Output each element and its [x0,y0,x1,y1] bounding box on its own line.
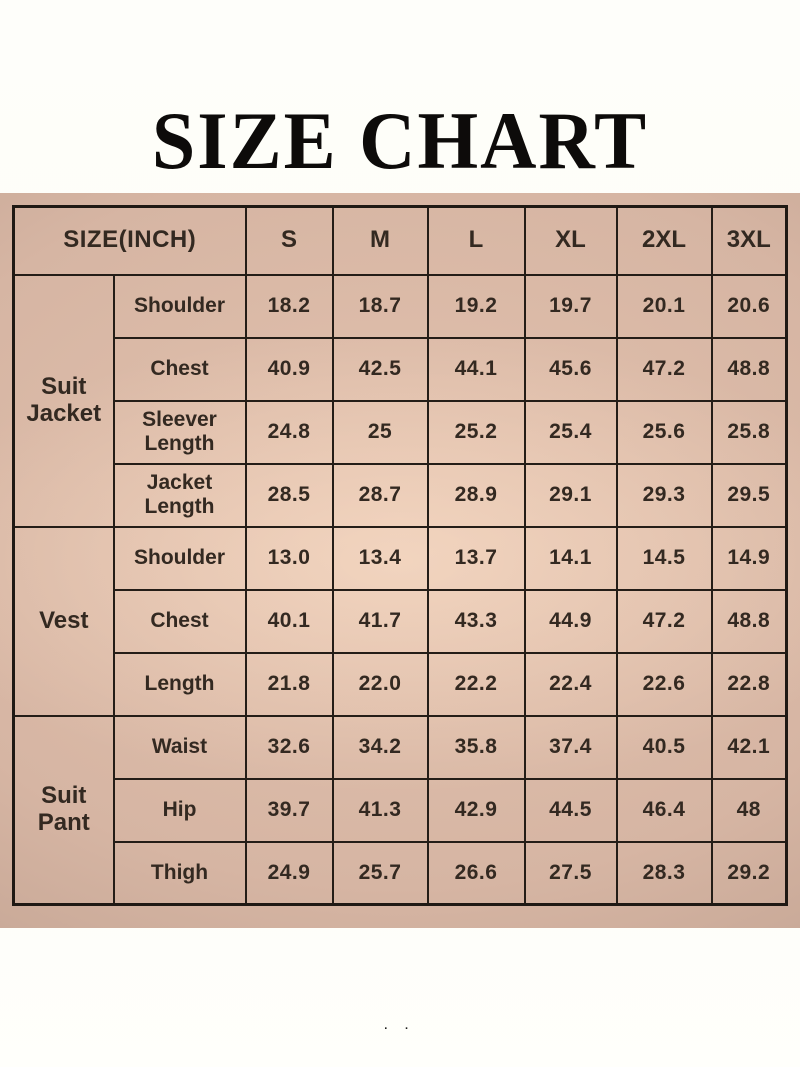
size-col-header-s: S [244,205,334,276]
value-suit-jacket-sleever-length-xl: 25.4 [523,399,618,465]
size-header-row: SIZE(INCH) S M L XL 2XL 3XL [12,205,788,276]
value-suit-jacket-shoulder-3xl: 20.6 [710,273,788,339]
measurement-label-length: Length [112,651,247,717]
value-suit-pant-hip-l: 42.9 [426,777,526,843]
value-suit-pant-thigh-s: 24.9 [244,840,334,906]
value-suit-jacket-sleever-length-2xl: 25.6 [615,399,713,465]
size-col-header-l: L [426,205,526,276]
value-suit-jacket-chest-3xl: 48.8 [710,336,788,402]
size-col-header-2xl: 2XL [615,205,713,276]
group-cell-suit-pant: Suit Pant [12,714,115,906]
value-suit-jacket-chest-xl: 45.6 [523,336,618,402]
value-vest-shoulder-l: 13.7 [426,525,526,591]
table-body: Suit Jacket Shoulder 18.2 18.7 19.2 19.7 20.1 2… [12,273,788,906]
value-suit-jacket-jacket-length-xl: 29.1 [523,462,618,528]
value-suit-pant-waist-l: 35.8 [426,714,526,780]
value-vest-length-2xl: 22.6 [615,651,713,717]
value-suit-jacket-shoulder-2xl: 20.1 [615,273,713,339]
value-suit-pant-thigh-l: 26.6 [426,840,526,906]
value-vest-chest-3xl: 48.8 [710,588,788,654]
measurement-label-chest: Chest [112,588,247,654]
table-row-suit-pant-thigh: Thigh 24.9 25.7 26.6 27.5 28.3 29.2 [14,840,788,906]
value-suit-pant-hip-xl: 44.5 [523,777,618,843]
measurement-label-thigh: Thigh [112,840,247,906]
value-vest-chest-s: 40.1 [244,588,334,654]
value-vest-shoulder-3xl: 14.9 [710,525,788,591]
value-suit-pant-waist-s: 32.6 [244,714,334,780]
value-suit-jacket-shoulder-s: 18.2 [244,273,334,339]
unit-header-cell: SIZE(INCH) [12,205,247,276]
value-vest-shoulder-xl: 14.1 [523,525,618,591]
value-suit-jacket-sleever-length-3xl: 25.8 [710,399,788,465]
measurement-label-shoulder: Shoulder [112,525,247,591]
value-suit-jacket-chest-s: 40.9 [244,336,334,402]
table-row-suit-jacket-sleever-length: Sleever Length 24.8 25 25.2 25.4 25.6 25.8 [14,399,788,465]
group-cell-vest: Vest [12,525,115,717]
value-vest-shoulder-m: 13.4 [331,525,429,591]
value-suit-jacket-jacket-length-l: 28.9 [426,462,526,528]
value-suit-jacket-sleever-length-m: 25 [331,399,429,465]
value-vest-length-xl: 22.4 [523,651,618,717]
value-vest-chest-2xl: 47.2 [615,588,713,654]
group-cell-suit-jacket: Suit Jacket [12,273,115,528]
value-suit-pant-thigh-2xl: 28.3 [615,840,713,906]
value-suit-pant-waist-m: 34.2 [331,714,429,780]
measurement-label-chest: Chest [112,336,247,402]
value-vest-length-l: 22.2 [426,651,526,717]
value-suit-pant-thigh-3xl: 29.2 [710,840,788,906]
table-row-vest-length: Length 21.8 22.0 22.2 22.4 22.6 22.8 [14,651,788,717]
size-col-header-xl: XL [523,205,618,276]
value-suit-jacket-jacket-length-s: 28.5 [244,462,334,528]
table-row-suit-jacket-shoulder: Suit Jacket Shoulder 18.2 18.7 19.2 19.7 20.1 2… [12,273,788,528]
value-vest-chest-xl: 44.9 [523,588,618,654]
value-suit-jacket-chest-l: 44.1 [426,336,526,402]
value-suit-pant-thigh-m: 25.7 [331,840,429,906]
value-suit-pant-thigh-xl: 27.5 [523,840,618,906]
measurement-label-shoulder: Shoulder [112,273,247,339]
value-suit-jacket-sleever-length-s: 24.8 [244,399,334,465]
size-col-header-3xl: 3XL [710,205,788,276]
value-suit-jacket-shoulder-m: 18.7 [331,273,429,339]
value-vest-chest-l: 43.3 [426,588,526,654]
measurement-label-hip: Hip [112,777,247,843]
table-row-suit-pant-waist: Suit Pant Waist 32.6 34.2 35.8 37.4 40.5 42.1 [12,714,788,906]
measurement-label-sleever-length: Sleever Length [112,399,247,465]
value-vest-length-m: 22.0 [331,651,429,717]
value-suit-jacket-chest-m: 42.5 [331,336,429,402]
size-col-header-m: M [331,205,429,276]
value-suit-jacket-jacket-length-2xl: 29.3 [615,462,713,528]
measurement-label-jacket-length: Jacket Length [112,462,247,528]
value-vest-length-s: 21.8 [244,651,334,717]
size-chart-table: SIZE(INCH) S M L XL 2XL 3XL Suit Jacket Should… [12,205,788,906]
value-suit-jacket-sleever-length-l: 25.2 [426,399,526,465]
value-suit-pant-hip-3xl: 48 [710,777,788,843]
table-row-vest-shoulder: Vest Shoulder 13.0 13.4 13.7 14.1 14.5 14.9 [12,525,788,717]
value-suit-pant-waist-3xl: 42.1 [710,714,788,780]
value-suit-jacket-shoulder-l: 19.2 [426,273,526,339]
value-suit-pant-hip-m: 41.3 [331,777,429,843]
value-suit-pant-waist-2xl: 40.5 [615,714,713,780]
value-suit-pant-hip-2xl: 46.4 [615,777,713,843]
value-suit-jacket-jacket-length-3xl: 29.5 [710,462,788,528]
value-vest-shoulder-s: 13.0 [244,525,334,591]
table-row-suit-jacket-jacket-length: Jacket Length 28.5 28.7 28.9 29.1 29.3 29.5 [14,462,788,528]
value-vest-length-3xl: 22.8 [710,651,788,717]
table-row-suit-pant-hip: Hip 39.7 41.3 42.9 44.5 46.4 48 [14,777,788,843]
value-vest-shoulder-2xl: 14.5 [615,525,713,591]
value-suit-jacket-jacket-length-m: 28.7 [331,462,429,528]
value-suit-jacket-chest-2xl: 47.2 [615,336,713,402]
table-row-suit-jacket-chest: Chest 40.9 42.5 44.1 45.6 47.2 48.8 [14,336,788,402]
value-suit-pant-waist-xl: 37.4 [523,714,618,780]
footer-marks: · · [384,1023,416,1035]
value-vest-chest-m: 41.7 [331,588,429,654]
table-row-vest-chest: Chest 40.1 41.7 43.3 44.9 47.2 48.8 [14,588,788,654]
value-suit-jacket-shoulder-xl: 19.7 [523,273,618,339]
page-title: SIZE CHART [151,95,649,186]
value-suit-pant-hip-s: 39.7 [244,777,334,843]
table-band: SIZE(INCH) S M L XL 2XL 3XL Suit Jacket Should… [0,193,800,928]
measurement-label-waist: Waist [112,714,247,780]
